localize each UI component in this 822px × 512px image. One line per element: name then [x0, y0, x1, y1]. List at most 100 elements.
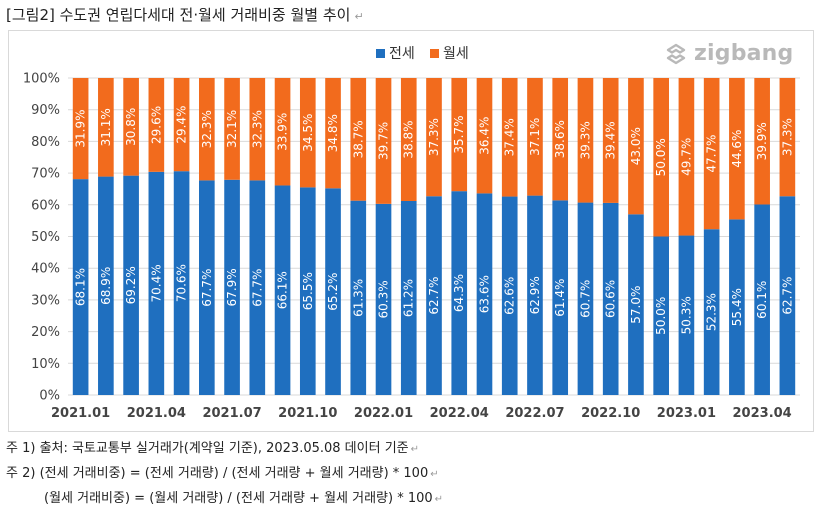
- paragraph-mark-icon: ↵: [354, 10, 364, 23]
- bar-jeonse: [325, 188, 341, 395]
- data-label-jeonse: 50.3%: [679, 296, 693, 334]
- data-label-wolse: 38.8%: [402, 120, 416, 158]
- data-label-jeonse: 50.0%: [654, 297, 668, 335]
- paragraph-mark-icon: ↵: [434, 494, 444, 505]
- bar-wolse: [678, 78, 695, 236]
- bar-jeonse: [754, 204, 770, 395]
- bar-wolse: [628, 78, 644, 215]
- logo-text: zigbang: [694, 41, 794, 66]
- bar-jeonse: [527, 195, 543, 395]
- x-tick-label: 2023.01: [657, 406, 716, 421]
- figure-title: [그림2] 수도권 연립다세대 전·월세 거래비중 월별 추이 ↵: [6, 6, 364, 24]
- y-tick-label: 0%: [39, 389, 60, 404]
- bar-jeonse: [148, 171, 165, 395]
- y-tick-label: 40%: [31, 262, 60, 277]
- bar-jeonse: [678, 235, 695, 395]
- x-tick-label: 2021.10: [278, 406, 337, 421]
- data-label-jeonse: 64.3%: [452, 274, 466, 312]
- bar-jeonse: [476, 193, 493, 395]
- data-label-wolse: 37.3%: [427, 118, 441, 156]
- bar-wolse: [274, 78, 291, 186]
- bar-jeonse: [552, 200, 569, 395]
- data-label-wolse: 44.6%: [730, 130, 744, 168]
- bar-jeonse: [426, 196, 442, 395]
- data-label-wolse: 50.0%: [654, 138, 668, 176]
- data-label-jeonse: 61.2%: [402, 279, 416, 317]
- bar-jeonse: [123, 175, 139, 395]
- bar-wolse: [375, 78, 392, 204]
- data-label-wolse: 39.9%: [755, 122, 769, 160]
- footnote-3: (월세 거래비중) = (월세 거래량) / (전세 거래량 + 월세 거래량)…: [44, 491, 444, 506]
- data-label-wolse: 32.1%: [225, 110, 239, 148]
- bar-jeonse: [350, 200, 367, 395]
- bar-wolse: [501, 78, 518, 197]
- x-tick-label: 2022.04: [430, 406, 489, 421]
- data-label-wolse: 31.1%: [99, 108, 113, 146]
- stacked-bar-chart: 0% 10% 20% 30% 40% 50% 60% 70% 80% 90% 100% 68.1% 31…: [23, 46, 800, 421]
- bar-wolse: [754, 78, 770, 205]
- data-label-jeonse: 52.3%: [705, 293, 719, 331]
- bar-jeonse: [199, 180, 215, 395]
- bar-wolse: [173, 78, 190, 172]
- data-label-jeonse: 65.5%: [301, 272, 315, 310]
- y-tick-label: 90%: [31, 103, 60, 118]
- data-label-jeonse: 62.7%: [780, 277, 794, 315]
- footnote-1: 주 1) 출처: 국토교통부 실거래가(계약일 기준), 2023.05.08 …: [6, 441, 420, 456]
- bar-wolse: [350, 78, 367, 201]
- bar-wolse: [703, 78, 720, 230]
- bar-jeonse: [98, 176, 114, 395]
- data-label-wolse: 38.7%: [351, 120, 365, 158]
- data-label-jeonse: 67.7%: [250, 269, 264, 307]
- x-tick-label: 2022.07: [505, 406, 564, 421]
- bar-wolse: [779, 78, 796, 197]
- data-label-wolse: 29.4%: [175, 106, 189, 144]
- x-tick-label: 2022.10: [581, 406, 640, 421]
- data-label-wolse: 34.8%: [326, 114, 340, 152]
- bar-wolse: [325, 78, 341, 189]
- data-label-jeonse: 57.0%: [629, 286, 643, 324]
- bar-jeonse: [779, 196, 796, 395]
- bar-wolse: [527, 78, 543, 196]
- bar-wolse: [602, 78, 619, 203]
- bar-jeonse: [375, 203, 392, 395]
- data-label-jeonse: 60.7%: [578, 280, 592, 318]
- data-label-wolse: 49.7%: [679, 138, 693, 176]
- data-label-jeonse: 60.6%: [604, 280, 618, 318]
- bar-wolse: [199, 78, 215, 181]
- y-tick-label: 30%: [31, 293, 60, 308]
- data-label-wolse: 37.3%: [780, 118, 794, 156]
- data-label-jeonse: 66.1%: [276, 271, 290, 309]
- data-label-wolse: 39.4%: [604, 121, 618, 159]
- data-label-jeonse: 68.1%: [74, 268, 88, 306]
- bar-wolse: [148, 78, 165, 172]
- bar-jeonse: [299, 187, 316, 395]
- data-label-wolse: 32.3%: [200, 110, 214, 148]
- data-label-wolse: 38.6%: [553, 120, 567, 158]
- x-tick-label: 2021.01: [51, 406, 110, 421]
- data-label-jeonse: 55.4%: [730, 288, 744, 326]
- data-label-wolse: 29.6%: [149, 106, 163, 144]
- data-label-wolse: 36.4%: [477, 117, 491, 155]
- data-label-jeonse: 70.4%: [149, 264, 163, 302]
- bar-jeonse: [577, 202, 594, 395]
- data-label-wolse: 37.4%: [503, 118, 517, 156]
- data-label-wolse: 39.3%: [578, 121, 592, 159]
- bar-wolse: [426, 78, 442, 197]
- bar-wolse: [476, 78, 493, 194]
- data-label-jeonse: 67.9%: [225, 268, 239, 306]
- legend-label: 월세: [443, 46, 469, 62]
- data-label-jeonse: 63.6%: [477, 275, 491, 313]
- bar-wolse: [400, 78, 417, 201]
- data-label-jeonse: 67.7%: [200, 269, 214, 307]
- y-tick-label: 70%: [31, 167, 60, 182]
- zigbang-logo: zigbang: [664, 41, 794, 66]
- data-label-wolse: 37.1%: [528, 118, 542, 156]
- data-label-wolse: 31.9%: [74, 109, 88, 147]
- zigbang-logo-icon: [666, 43, 686, 64]
- footnote-2: 주 2) (전세 거래비중) = (전세 거래량) / (전세 거래량 + 월세…: [6, 466, 439, 481]
- bar-jeonse: [602, 202, 619, 395]
- data-label-wolse: 32.3%: [250, 110, 264, 148]
- data-label-jeonse: 62.7%: [427, 277, 441, 315]
- bar-wolse: [98, 78, 114, 177]
- legend-swatch: [376, 49, 385, 58]
